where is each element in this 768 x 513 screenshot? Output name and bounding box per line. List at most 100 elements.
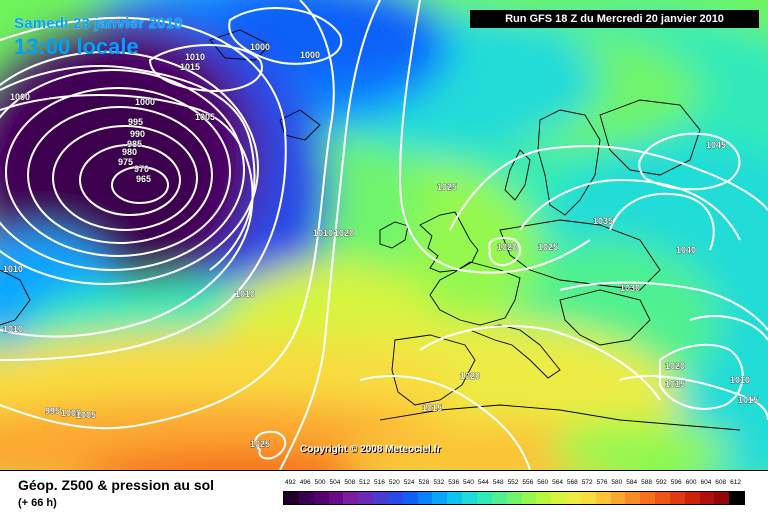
legend-swatch bbox=[729, 492, 745, 504]
legend-swatch bbox=[328, 492, 344, 504]
product-title: Géop. Z500 & pression au sol bbox=[18, 477, 215, 493]
legend-swatch bbox=[669, 492, 685, 504]
legend-swatch bbox=[684, 492, 700, 504]
legend-value: 576 bbox=[596, 479, 608, 486]
isobar-label: 965 bbox=[136, 174, 151, 184]
legend-value: 592 bbox=[655, 479, 667, 486]
legend-swatch bbox=[580, 492, 596, 504]
legend-swatch bbox=[313, 492, 329, 504]
legend-value: 612 bbox=[730, 479, 742, 486]
isobar-label: 1010 bbox=[185, 52, 205, 62]
legend-swatch bbox=[432, 492, 448, 504]
isobar-label: 1000 bbox=[10, 92, 30, 102]
legend-swatch bbox=[373, 492, 388, 504]
legend-value: 600 bbox=[685, 479, 697, 486]
isobar-label: 970 bbox=[134, 164, 149, 174]
isobar-label: 1015 bbox=[738, 395, 758, 405]
color-scale-legend bbox=[283, 491, 745, 505]
legend-value: 492 bbox=[284, 479, 296, 486]
legend-swatch bbox=[284, 492, 299, 504]
legend-value: 528 bbox=[418, 479, 430, 486]
legend-value: 512 bbox=[359, 479, 371, 486]
legend-swatch bbox=[491, 492, 507, 504]
isobar-label: 990 bbox=[130, 129, 145, 139]
legend-swatch bbox=[610, 492, 626, 504]
isobar-label: 995 bbox=[45, 406, 60, 416]
legend-value: 556 bbox=[522, 479, 534, 486]
legend-value: 604 bbox=[700, 479, 712, 486]
isobar-label: 1040 bbox=[676, 245, 696, 255]
legend-swatch bbox=[462, 492, 477, 504]
isobar-label: 1005 bbox=[76, 410, 96, 420]
legend-value: 552 bbox=[507, 479, 519, 486]
legend-value: 536 bbox=[448, 479, 460, 486]
legend-swatch bbox=[655, 492, 670, 504]
isobar-label: 1010 bbox=[3, 324, 23, 334]
isobar-label: 1015 bbox=[665, 379, 685, 389]
isobar-label: 1000 bbox=[300, 50, 320, 60]
legend-value: 580 bbox=[611, 479, 623, 486]
isobar-label: 1010 bbox=[730, 375, 750, 385]
isobars bbox=[0, 0, 768, 470]
isobar-label: 1000 bbox=[250, 42, 270, 52]
legend-value: 544 bbox=[477, 479, 489, 486]
isobar-label: 1005 bbox=[195, 112, 215, 122]
lead-time: (+ 66 h) bbox=[18, 497, 57, 509]
isobar-label: 1000 bbox=[135, 97, 155, 107]
legend-swatch bbox=[447, 492, 463, 504]
isobar-label: 1030 bbox=[620, 283, 640, 293]
copyright-notice: Copyright © 2008 Meteociel.fr bbox=[300, 444, 441, 455]
legend-value: 568 bbox=[566, 479, 578, 486]
legend-value: 508 bbox=[344, 479, 356, 486]
legend-swatch bbox=[566, 492, 581, 504]
legend-value: 564 bbox=[552, 479, 563, 486]
legend-swatch bbox=[387, 492, 403, 504]
model-run-info: Run GFS 18 Z du Mercredi 20 janvier 2010 bbox=[470, 10, 759, 28]
isobar-label: 1020 bbox=[460, 371, 480, 381]
isobar-label: 985 bbox=[127, 139, 142, 149]
legend-swatch bbox=[417, 492, 433, 504]
legend-value: 548 bbox=[492, 479, 504, 486]
isobar-label: 1020 bbox=[665, 361, 685, 371]
isobar-label: 980 bbox=[122, 147, 137, 157]
legend-value: 504 bbox=[329, 479, 341, 486]
legend-swatch bbox=[476, 492, 492, 504]
isobar-label: 1020 bbox=[334, 228, 354, 238]
footer-bar: Géop. Z500 & pression au sol (+ 66 h) 49… bbox=[0, 470, 768, 513]
legend-value: 560 bbox=[537, 479, 549, 486]
legend-value: 588 bbox=[641, 479, 652, 486]
coastlines bbox=[0, 29, 741, 431]
legend-value: 596 bbox=[670, 479, 682, 486]
isobar-label: 1045 bbox=[706, 140, 726, 150]
legend-value: 516 bbox=[374, 479, 385, 486]
legend-value: 540 bbox=[463, 479, 474, 486]
legend-value: 520 bbox=[388, 479, 400, 486]
legend-value: 532 bbox=[433, 479, 445, 486]
legend-swatch bbox=[506, 492, 522, 504]
legend-value: 572 bbox=[581, 479, 593, 486]
isobar-label: 1035 bbox=[593, 216, 613, 226]
forecast-local-time: 13:00 locale bbox=[14, 34, 139, 59]
legend-swatch bbox=[343, 492, 359, 504]
isobar-label: 1025 bbox=[437, 182, 457, 192]
forecast-date: Samedi 23 janvier 2010 bbox=[14, 15, 183, 32]
legend-swatch bbox=[298, 492, 314, 504]
legend-value: 608 bbox=[715, 479, 727, 486]
legend-swatch bbox=[551, 492, 567, 504]
legend-swatch bbox=[714, 492, 730, 504]
legend-value: 524 bbox=[403, 479, 415, 486]
isobar-label: 1025 bbox=[250, 439, 270, 449]
legend-swatch bbox=[402, 492, 418, 504]
legend-swatch bbox=[625, 492, 641, 504]
isobar-label: 1000 bbox=[61, 408, 81, 418]
legend-swatch bbox=[536, 492, 552, 504]
legend-value: 496 bbox=[299, 479, 311, 486]
isobar-label: 1025 bbox=[538, 242, 558, 252]
isobar-label: 1015 bbox=[180, 62, 200, 72]
legend-swatch bbox=[699, 492, 715, 504]
isobar-label: 975 bbox=[118, 157, 133, 167]
legend-swatch bbox=[640, 492, 656, 504]
